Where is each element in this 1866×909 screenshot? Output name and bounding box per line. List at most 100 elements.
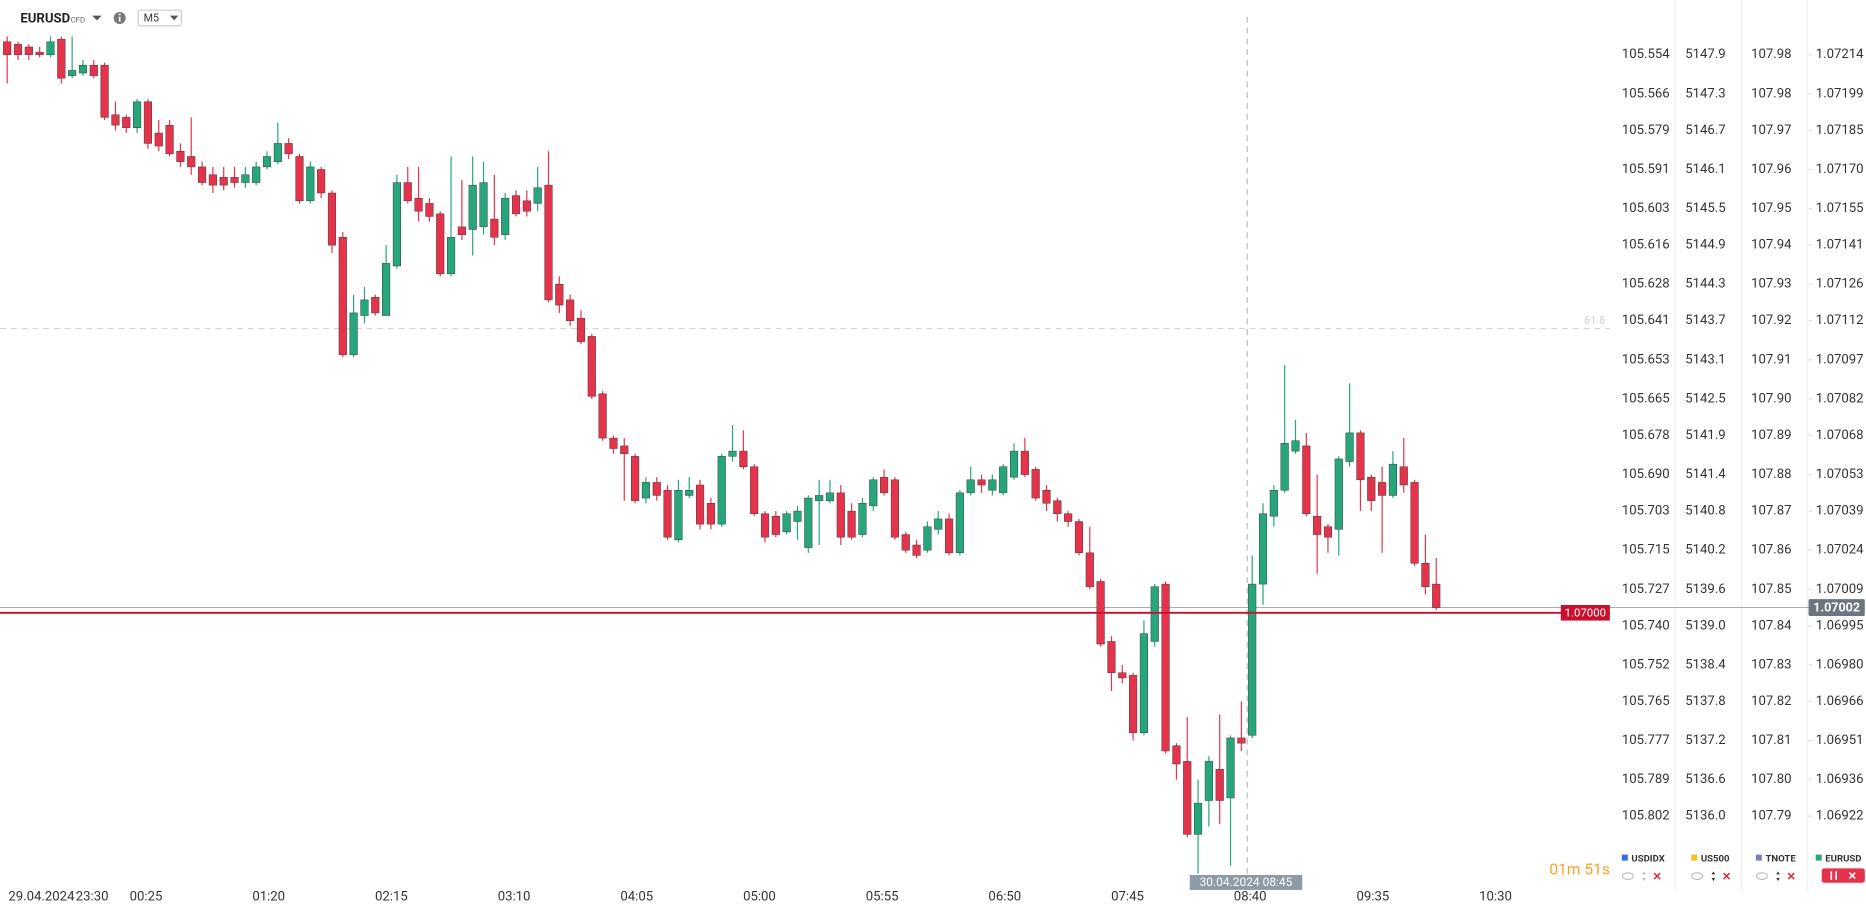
- compare-tick-label: 105.566: [1622, 86, 1670, 101]
- symbol-dropdown[interactable]: [92, 15, 102, 21]
- candle-body: [241, 174, 250, 183]
- y-tick-label: 1.06936: [1816, 772, 1864, 787]
- candle-body: [652, 482, 661, 496]
- candle-body: [1399, 466, 1408, 486]
- timeframe-dropdown: [169, 15, 179, 21]
- y-tick-label: 1.07082: [1816, 391, 1864, 406]
- x-tick-label: 23:30: [76, 890, 109, 905]
- compare-tick-label: 5137.8: [1685, 694, 1725, 709]
- last-price-tag: [1808, 599, 1865, 616]
- compare-tick-label: 105.740: [1622, 618, 1670, 633]
- y-tick-label: 1.06922: [1816, 809, 1864, 824]
- y-tick-label: 1.06980: [1816, 657, 1864, 672]
- candle-body: [1280, 443, 1289, 491]
- candle-body: [35, 51, 44, 56]
- candle-body: [1367, 476, 1376, 501]
- symbol[interactable]: EURUSD: [20, 12, 70, 27]
- candle-body: [1432, 583, 1441, 608]
- eye-icon[interactable]: [1691, 872, 1704, 881]
- compare-tick-label: 105.591: [1622, 162, 1670, 177]
- legend-label: TNOTE: [1765, 853, 1796, 864]
- candle-body: [836, 492, 845, 538]
- eye-icon[interactable]: [1621, 872, 1634, 881]
- candle-body: [262, 156, 272, 168]
- candle-body: [1237, 737, 1246, 744]
- candle-body: [446, 237, 456, 275]
- candle-body: [1258, 513, 1268, 585]
- crosshair-label: 30.04.2024 08:45: [1200, 875, 1293, 889]
- candle-body: [89, 64, 98, 76]
- candle-body: [1388, 463, 1397, 496]
- move-up-icon[interactable]: [1642, 871, 1646, 875]
- candle-body: [154, 132, 163, 147]
- compare-tick-label: 5140.2: [1685, 543, 1725, 558]
- compare-tick-label: 105.616: [1622, 238, 1670, 253]
- candle-body: [793, 510, 802, 522]
- move-up-icon[interactable]: [1776, 871, 1780, 875]
- remove-icon[interactable]: [1787, 872, 1795, 880]
- x-date-label: 29.04.2024: [8, 890, 75, 905]
- candle-body: [1107, 641, 1116, 673]
- candle-body: [912, 544, 921, 556]
- candle-body: [403, 182, 412, 202]
- candle-body: [143, 101, 152, 144]
- compare-tick-label: 5141.9: [1685, 428, 1725, 443]
- legend-swatch: [1815, 854, 1822, 861]
- instrument-type: CFD: [71, 15, 85, 24]
- candle-body: [414, 197, 423, 212]
- y-tick-label: 1.07170: [1816, 162, 1864, 177]
- candle-body: [522, 200, 531, 212]
- compare-tick-label: 107.92: [1751, 313, 1791, 328]
- candle-body: [966, 479, 975, 494]
- compare-tick-label: 105.752: [1622, 657, 1670, 672]
- candle-body: [1031, 469, 1040, 499]
- y-tick-label: 1.07009: [1816, 582, 1864, 597]
- remove-icon[interactable]: [1723, 872, 1731, 880]
- compare-tick-label: 107.93: [1751, 277, 1791, 292]
- compare-tick-label: 107.98: [1751, 86, 1791, 101]
- candle-icon: [1830, 871, 1837, 880]
- y-tick-label: 1.07185: [1816, 123, 1864, 138]
- candle-body: [977, 479, 986, 486]
- timeframe-select[interactable]: [137, 9, 182, 27]
- active-series-button[interactable]: [1821, 868, 1865, 883]
- compare-tick-label: 107.88: [1751, 467, 1791, 482]
- compare-tick-label: 5146.7: [1685, 123, 1725, 138]
- candle-body: [317, 169, 326, 194]
- candle-body: [24, 46, 33, 56]
- move-down-icon[interactable]: [1711, 877, 1716, 881]
- candle-body: [1313, 516, 1322, 535]
- candle-body: [685, 489, 694, 496]
- compare-tick-label: 105.628: [1622, 277, 1670, 292]
- x-tick-label: 07:45: [1111, 890, 1144, 905]
- move-up-icon[interactable]: [1711, 871, 1716, 875]
- candle-body: [1323, 526, 1333, 538]
- move-down-icon[interactable]: [1642, 877, 1646, 881]
- candle-body: [544, 184, 553, 301]
- info-icon-dot: [118, 13, 121, 16]
- candle-body: [425, 203, 434, 217]
- compare-tick-label: 5140.8: [1685, 504, 1725, 519]
- remove-icon[interactable]: [1653, 872, 1661, 880]
- candle-body: [208, 174, 217, 186]
- compare-tick-label: 5145.5: [1685, 201, 1725, 216]
- x-tick-label: 00:25: [130, 890, 163, 905]
- candle-body: [1085, 552, 1094, 587]
- candle-body: [750, 466, 759, 514]
- move-down-icon[interactable]: [1776, 877, 1780, 881]
- remove-icon[interactable]: [1848, 872, 1856, 880]
- candle-body: [901, 534, 910, 551]
- compare-tick-label: 105.603: [1622, 201, 1670, 216]
- compare-tick-label: 107.82: [1751, 694, 1791, 709]
- compare-tick-label: 5146.1: [1685, 162, 1725, 177]
- candle-body: [1183, 761, 1192, 835]
- candle-body: [382, 263, 391, 316]
- compare-tick-label: 5147.3: [1685, 86, 1725, 101]
- compare-tick-label: 107.80: [1751, 772, 1791, 787]
- candle-body: [890, 479, 899, 538]
- compare-tick-label: 107.79: [1751, 809, 1791, 824]
- compare-tick-label: 105.690: [1622, 467, 1670, 482]
- eye-icon[interactable]: [1755, 872, 1768, 881]
- candle-body: [923, 526, 932, 551]
